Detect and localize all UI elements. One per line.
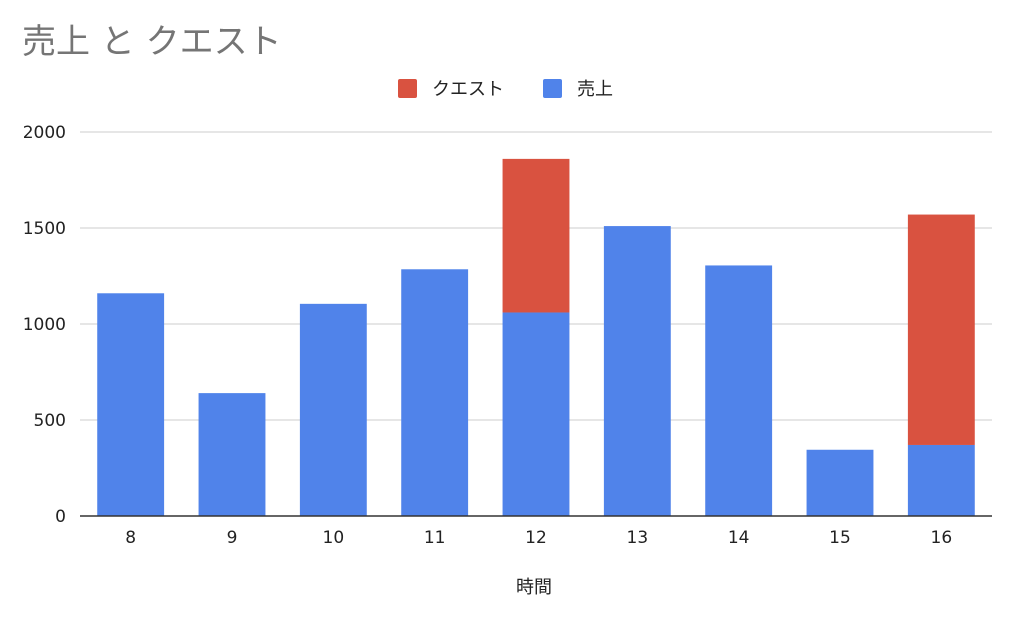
x-tick-label: 14: [728, 528, 750, 548]
bar-sales-14: [705, 265, 773, 516]
x-axis-ticks: 8 9 10 11 12 13 14 15 16: [125, 528, 952, 548]
y-tick-label: 500: [34, 411, 66, 431]
bar-sales-15: [806, 449, 874, 516]
x-tick-label: 9: [227, 528, 238, 548]
legend-swatch: [543, 79, 562, 98]
bar-quest-12: [502, 158, 570, 313]
x-tick-label: 16: [931, 528, 953, 548]
x-tick-label: 8: [125, 528, 136, 548]
x-tick-label: 13: [627, 528, 649, 548]
bars: [97, 158, 975, 516]
x-axis-label: 時間: [516, 577, 552, 598]
y-tick-label: 2000: [23, 123, 66, 143]
y-tick-label: 1500: [23, 219, 66, 239]
bar-sales-9: [198, 393, 266, 516]
legend-label: クエスト: [432, 79, 504, 100]
legend-swatch: [398, 79, 417, 98]
x-tick-label: 10: [323, 528, 345, 548]
x-tick-label: 12: [525, 528, 547, 548]
legend: クエスト 売上: [398, 79, 613, 100]
legend-label: 売上: [577, 79, 613, 100]
y-tick-label: 0: [55, 507, 66, 527]
chart-title: 売上 と クエスト: [22, 22, 282, 62]
bar-quest-16: [907, 214, 975, 445]
bar-sales-11: [401, 269, 469, 516]
x-tick-label: 15: [829, 528, 851, 548]
bar-sales-12: [502, 312, 570, 516]
bar-sales-10: [299, 303, 367, 516]
y-tick-label: 1000: [23, 315, 66, 335]
x-tick-label: 11: [424, 528, 446, 548]
y-axis-ticks: 0 500 1000 1500 2000: [23, 123, 66, 527]
bar-sales-8: [97, 293, 165, 516]
bar-sales-13: [603, 226, 671, 516]
bar-sales-16: [907, 444, 975, 516]
